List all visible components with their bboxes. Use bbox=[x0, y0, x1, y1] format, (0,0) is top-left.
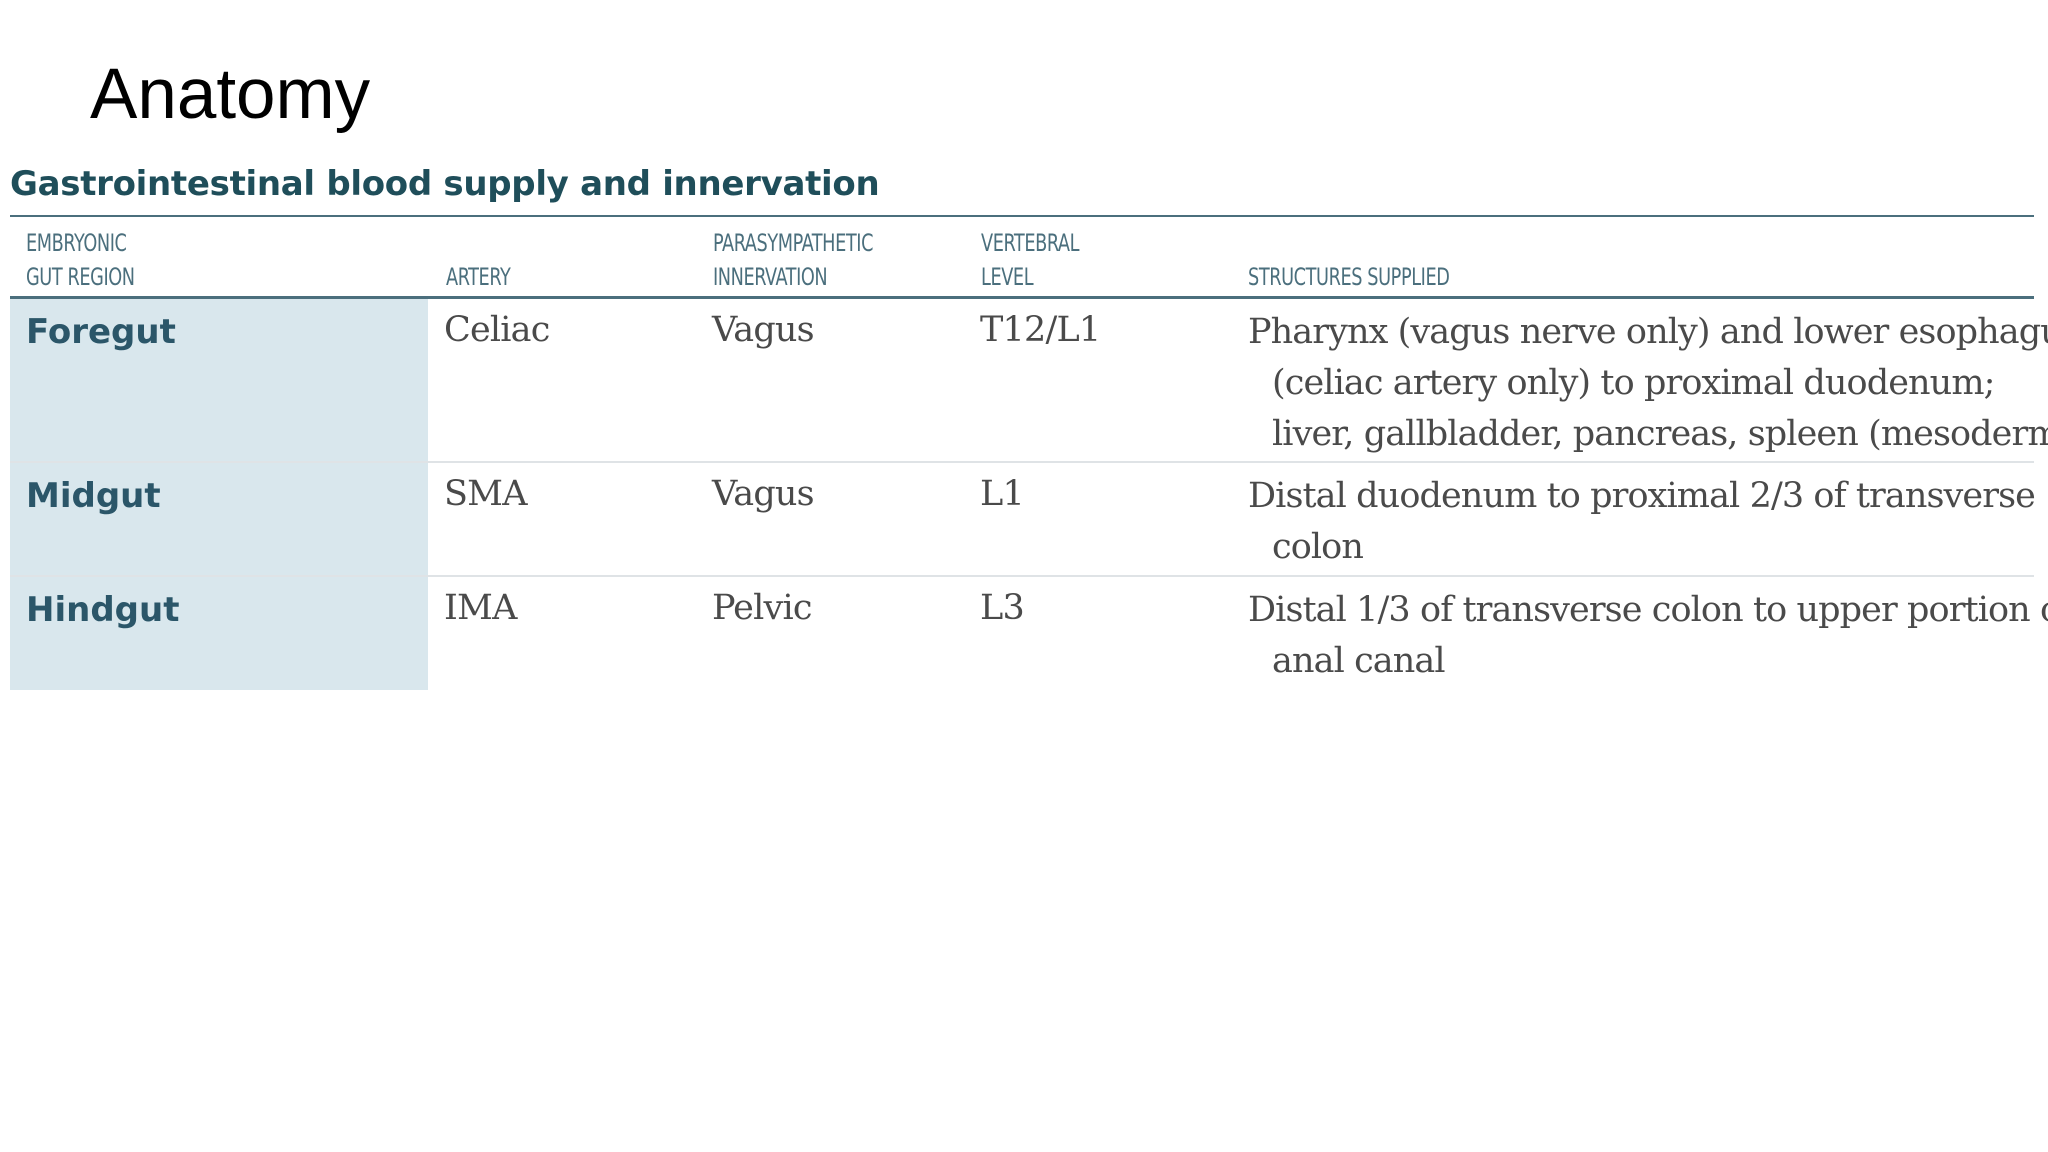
structures-hindgut-line: anal canal bbox=[1272, 641, 1446, 681]
row-divider bbox=[10, 575, 2034, 577]
header-structures-supplied: STRUCTURES SUPPLIED bbox=[1248, 263, 1450, 291]
header-parasympathetic-line1: PARASYMPATHETIC bbox=[713, 229, 874, 257]
header-vertebral-level: VERTEBRAL LEVEL bbox=[981, 226, 1080, 294]
table-top-rule bbox=[10, 215, 2034, 217]
innervation-hindgut: Pelvic bbox=[712, 588, 812, 628]
structures-hindgut: Distal 1/3 of transverse colon to upper … bbox=[1248, 585, 2048, 687]
header-parasympathetic: PARASYMPATHETIC INNERVATION bbox=[713, 226, 873, 294]
vertebral-level-hindgut: L3 bbox=[980, 588, 1025, 628]
row-divider bbox=[10, 461, 2034, 463]
header-gut-region: EMBRYONIC GUT REGION bbox=[26, 226, 135, 294]
structures-foregut-line: (celiac artery only) to proximal duodenu… bbox=[1272, 363, 1995, 403]
artery-midgut: SMA bbox=[444, 474, 528, 514]
innervation-midgut: Vagus bbox=[712, 474, 815, 514]
artery-hindgut: IMA bbox=[444, 588, 517, 628]
table-header-rule bbox=[10, 296, 2034, 299]
structures-foregut-line: liver, gallbladder, pancreas, spleen (me… bbox=[1272, 414, 2048, 454]
header-gut-region-line1: EMBRYONIC bbox=[26, 229, 127, 257]
region-label-hindgut: Hindgut bbox=[26, 590, 180, 630]
region-cell-foregut bbox=[10, 299, 428, 461]
header-artery: ARTERY bbox=[446, 263, 511, 291]
structures-midgut: Distal duodenum to proximal 2/3 of trans… bbox=[1248, 471, 2038, 573]
structures-hindgut-line: Distal 1/3 of transverse colon to upper … bbox=[1248, 590, 2048, 630]
region-cell-midgut bbox=[10, 463, 428, 575]
vertebral-level-foregut: T12/L1 bbox=[980, 310, 1101, 350]
table-title: Gastrointestinal blood supply and innerv… bbox=[10, 164, 880, 204]
structures-foregut: Pharynx (vagus nerve only) and lower eso… bbox=[1248, 307, 2048, 460]
structures-midgut-line: colon bbox=[1272, 527, 1364, 567]
structures-foregut-line: Pharynx (vagus nerve only) and lower eso… bbox=[1248, 312, 2048, 352]
innervation-foregut: Vagus bbox=[712, 310, 815, 350]
header-vertebral-line2: LEVEL bbox=[981, 263, 1034, 291]
header-gut-region-line2: GUT REGION bbox=[26, 263, 135, 291]
slide-title: Anatomy bbox=[90, 55, 371, 134]
structures-midgut-line: Distal duodenum to proximal 2/3 of trans… bbox=[1248, 476, 2036, 516]
region-cell-hindgut bbox=[10, 577, 428, 690]
vertebral-level-midgut: L1 bbox=[980, 474, 1025, 514]
region-label-foregut: Foregut bbox=[26, 312, 176, 352]
header-parasympathetic-line2: INNERVATION bbox=[713, 263, 828, 291]
header-vertebral-line1: VERTEBRAL bbox=[981, 229, 1080, 257]
region-label-midgut: Midgut bbox=[26, 476, 161, 516]
artery-foregut: Celiac bbox=[444, 310, 550, 350]
